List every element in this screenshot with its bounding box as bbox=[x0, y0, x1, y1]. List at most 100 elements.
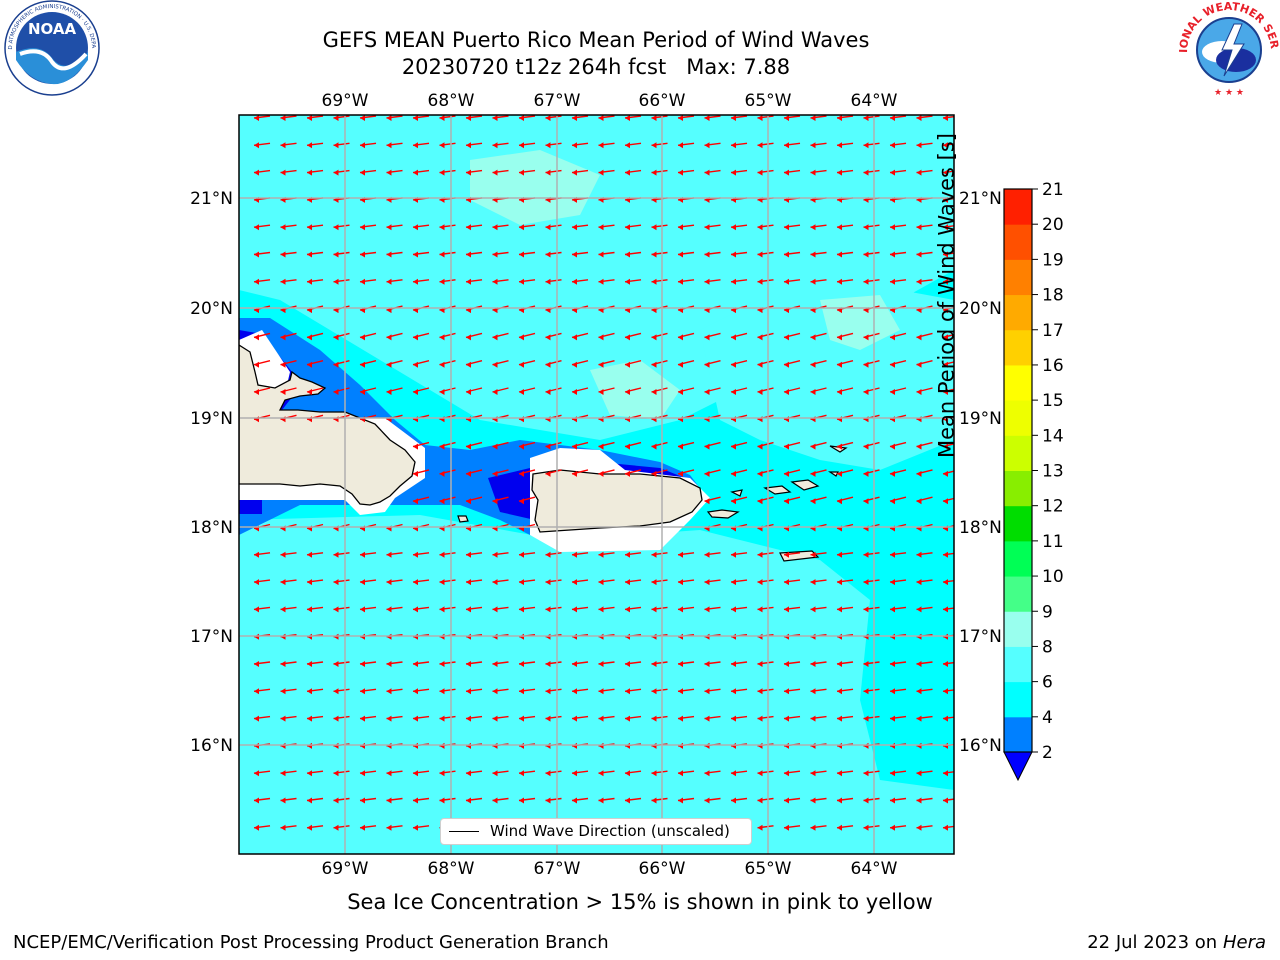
wave-arrow-head bbox=[810, 169, 816, 176]
wave-arrow-head bbox=[890, 688, 895, 695]
wave-arrow-head bbox=[519, 443, 524, 450]
wave-arrow-head bbox=[439, 361, 445, 368]
wave-arrow-head bbox=[254, 688, 259, 695]
wave-arrow-head bbox=[704, 142, 710, 149]
wave-arrow-head bbox=[810, 278, 816, 285]
colorbar-tick-label: 12 bbox=[1042, 497, 1064, 517]
wave-arrow-head bbox=[625, 443, 630, 450]
wave-arrow-head bbox=[492, 169, 498, 176]
wave-arrow-head bbox=[413, 278, 418, 285]
wave-arrow-head bbox=[466, 361, 471, 368]
wave-arrow-head bbox=[678, 115, 683, 121]
wave-arrow-head bbox=[545, 169, 551, 176]
wave-arrow-head bbox=[386, 389, 392, 395]
wave-arrow-head bbox=[519, 169, 524, 176]
lon-label-top: 68°W bbox=[428, 91, 475, 111]
wave-arrow-head bbox=[307, 824, 312, 831]
wave-arrow-head bbox=[651, 579, 657, 586]
wave-arrow-head bbox=[943, 824, 948, 831]
wave-arrow-head bbox=[863, 278, 869, 285]
wave-arrow-head bbox=[572, 334, 577, 341]
wave-arrow-head bbox=[333, 361, 339, 368]
wave-arrow-head bbox=[466, 606, 471, 613]
wave-arrow-head bbox=[863, 661, 869, 667]
wave-arrow-head bbox=[386, 361, 392, 368]
wave-arrow-head bbox=[572, 579, 577, 586]
lat-label-left: 18°N bbox=[190, 518, 233, 538]
wave-arrow-head bbox=[625, 278, 630, 285]
wave-arrow-head bbox=[519, 334, 524, 341]
wave-arrow-head bbox=[678, 770, 683, 777]
wave-arrow-head bbox=[519, 361, 524, 368]
wave-arrow-head bbox=[492, 115, 498, 121]
wave-arrow-head bbox=[916, 389, 922, 395]
colorbar-tick-label: 18 bbox=[1042, 286, 1064, 306]
wave-arrow-head bbox=[943, 115, 948, 121]
wave-arrow-head bbox=[360, 715, 365, 722]
wave-arrow-head bbox=[757, 142, 763, 149]
wave-arrow-head bbox=[890, 579, 895, 586]
wave-arrow-head bbox=[810, 797, 816, 804]
wave-arrow-head bbox=[360, 278, 365, 285]
wave-arrow-head bbox=[651, 278, 657, 285]
wave-arrow-head bbox=[731, 470, 736, 477]
wave-arrow-head bbox=[704, 770, 710, 777]
wave-arrow-head bbox=[386, 334, 392, 341]
wave-arrow-head bbox=[837, 115, 842, 121]
wave-arrow-head bbox=[916, 797, 922, 804]
wave-arrow-head bbox=[439, 770, 445, 777]
wave-arrow-head bbox=[731, 661, 736, 667]
wave-arrow-head bbox=[837, 443, 842, 450]
wave-arrow-head bbox=[810, 661, 816, 667]
wave-arrow-head bbox=[572, 797, 577, 804]
wave-arrow-head bbox=[598, 770, 604, 777]
wave-arrow-head bbox=[784, 824, 789, 831]
wave-arrow-head bbox=[386, 115, 392, 121]
colorbar-tick-label: 17 bbox=[1042, 321, 1064, 341]
wave-arrow-head bbox=[837, 770, 842, 777]
wave-arrow-head bbox=[360, 579, 365, 586]
wave-arrow-head bbox=[545, 361, 551, 368]
wave-arrow-head bbox=[625, 470, 630, 477]
wave-arrow-head bbox=[519, 688, 524, 695]
footer-date-text: 22 Jul 2023 on bbox=[1087, 932, 1223, 953]
wave-arrow-head bbox=[598, 797, 604, 804]
wave-arrow-head bbox=[598, 224, 604, 231]
wave-arrow-head bbox=[678, 389, 683, 395]
wave-arrow-head bbox=[625, 661, 630, 667]
wave-arrow-head bbox=[466, 579, 471, 586]
wave-arrow-head bbox=[625, 389, 630, 395]
wave-arrow-head bbox=[890, 169, 895, 176]
wave-arrow-head bbox=[678, 470, 683, 477]
wave-arrow-head bbox=[704, 334, 710, 341]
lon-label-top: 67°W bbox=[534, 91, 581, 111]
wave-arrow-head bbox=[651, 169, 657, 176]
wave-arrow-head bbox=[572, 142, 577, 149]
lat-label-right: 16°N bbox=[959, 736, 1002, 756]
wave-arrow-head bbox=[572, 224, 577, 231]
wave-arrow-head bbox=[890, 824, 895, 831]
wave-arrow-head bbox=[572, 389, 577, 395]
wave-arrow-head bbox=[731, 606, 736, 613]
wave-arrow-head bbox=[890, 115, 895, 121]
wave-arrow-head bbox=[651, 688, 657, 695]
wave-arrow-head bbox=[572, 361, 577, 368]
wave-arrow-head bbox=[943, 715, 948, 722]
wave-arrow-head bbox=[810, 389, 816, 395]
wave-arrow-head bbox=[943, 142, 948, 149]
wave-arrow-head bbox=[519, 661, 524, 667]
wave-arrow-head bbox=[386, 824, 392, 831]
wave-arrow-head bbox=[704, 715, 710, 722]
wave-arrow-head bbox=[333, 824, 339, 831]
wave-arrow-head bbox=[572, 278, 577, 285]
lon-label-top: 66°W bbox=[639, 91, 686, 111]
wave-arrow-head bbox=[280, 278, 286, 285]
wave-arrow-head bbox=[863, 115, 869, 121]
wave-arrow-head bbox=[466, 715, 471, 722]
wave-arrow-head bbox=[254, 115, 259, 121]
wave-arrow-head bbox=[916, 770, 922, 777]
wave-arrow-head bbox=[360, 115, 365, 121]
lon-label-bottom: 68°W bbox=[428, 859, 475, 879]
wave-arrow-head bbox=[333, 715, 339, 722]
wave-arrow-head bbox=[466, 334, 471, 341]
